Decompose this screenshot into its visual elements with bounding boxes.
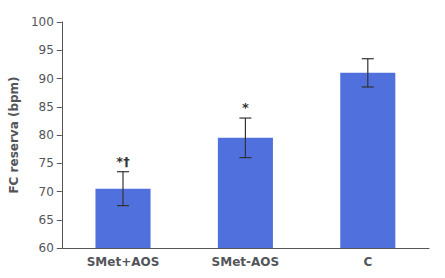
svg-text:70: 70	[39, 185, 54, 199]
svg-text:85: 85	[39, 100, 54, 114]
svg-text:90: 90	[39, 72, 54, 86]
svg-text:80: 80	[39, 128, 54, 142]
svg-text:*†: *†	[116, 154, 130, 169]
svg-text:75: 75	[39, 156, 54, 170]
svg-text:SMet+AOS: SMet+AOS	[87, 255, 160, 269]
svg-text:SMet-AOS: SMet-AOS	[212, 255, 280, 269]
svg-text:*: *	[242, 100, 249, 115]
svg-text:FC reserva (bpm): FC reserva (bpm)	[7, 76, 21, 193]
svg-text:C: C	[363, 255, 372, 269]
svg-text:65: 65	[39, 213, 54, 227]
svg-text:100: 100	[31, 15, 54, 29]
svg-text:60: 60	[39, 241, 54, 255]
svg-text:95: 95	[39, 43, 54, 57]
